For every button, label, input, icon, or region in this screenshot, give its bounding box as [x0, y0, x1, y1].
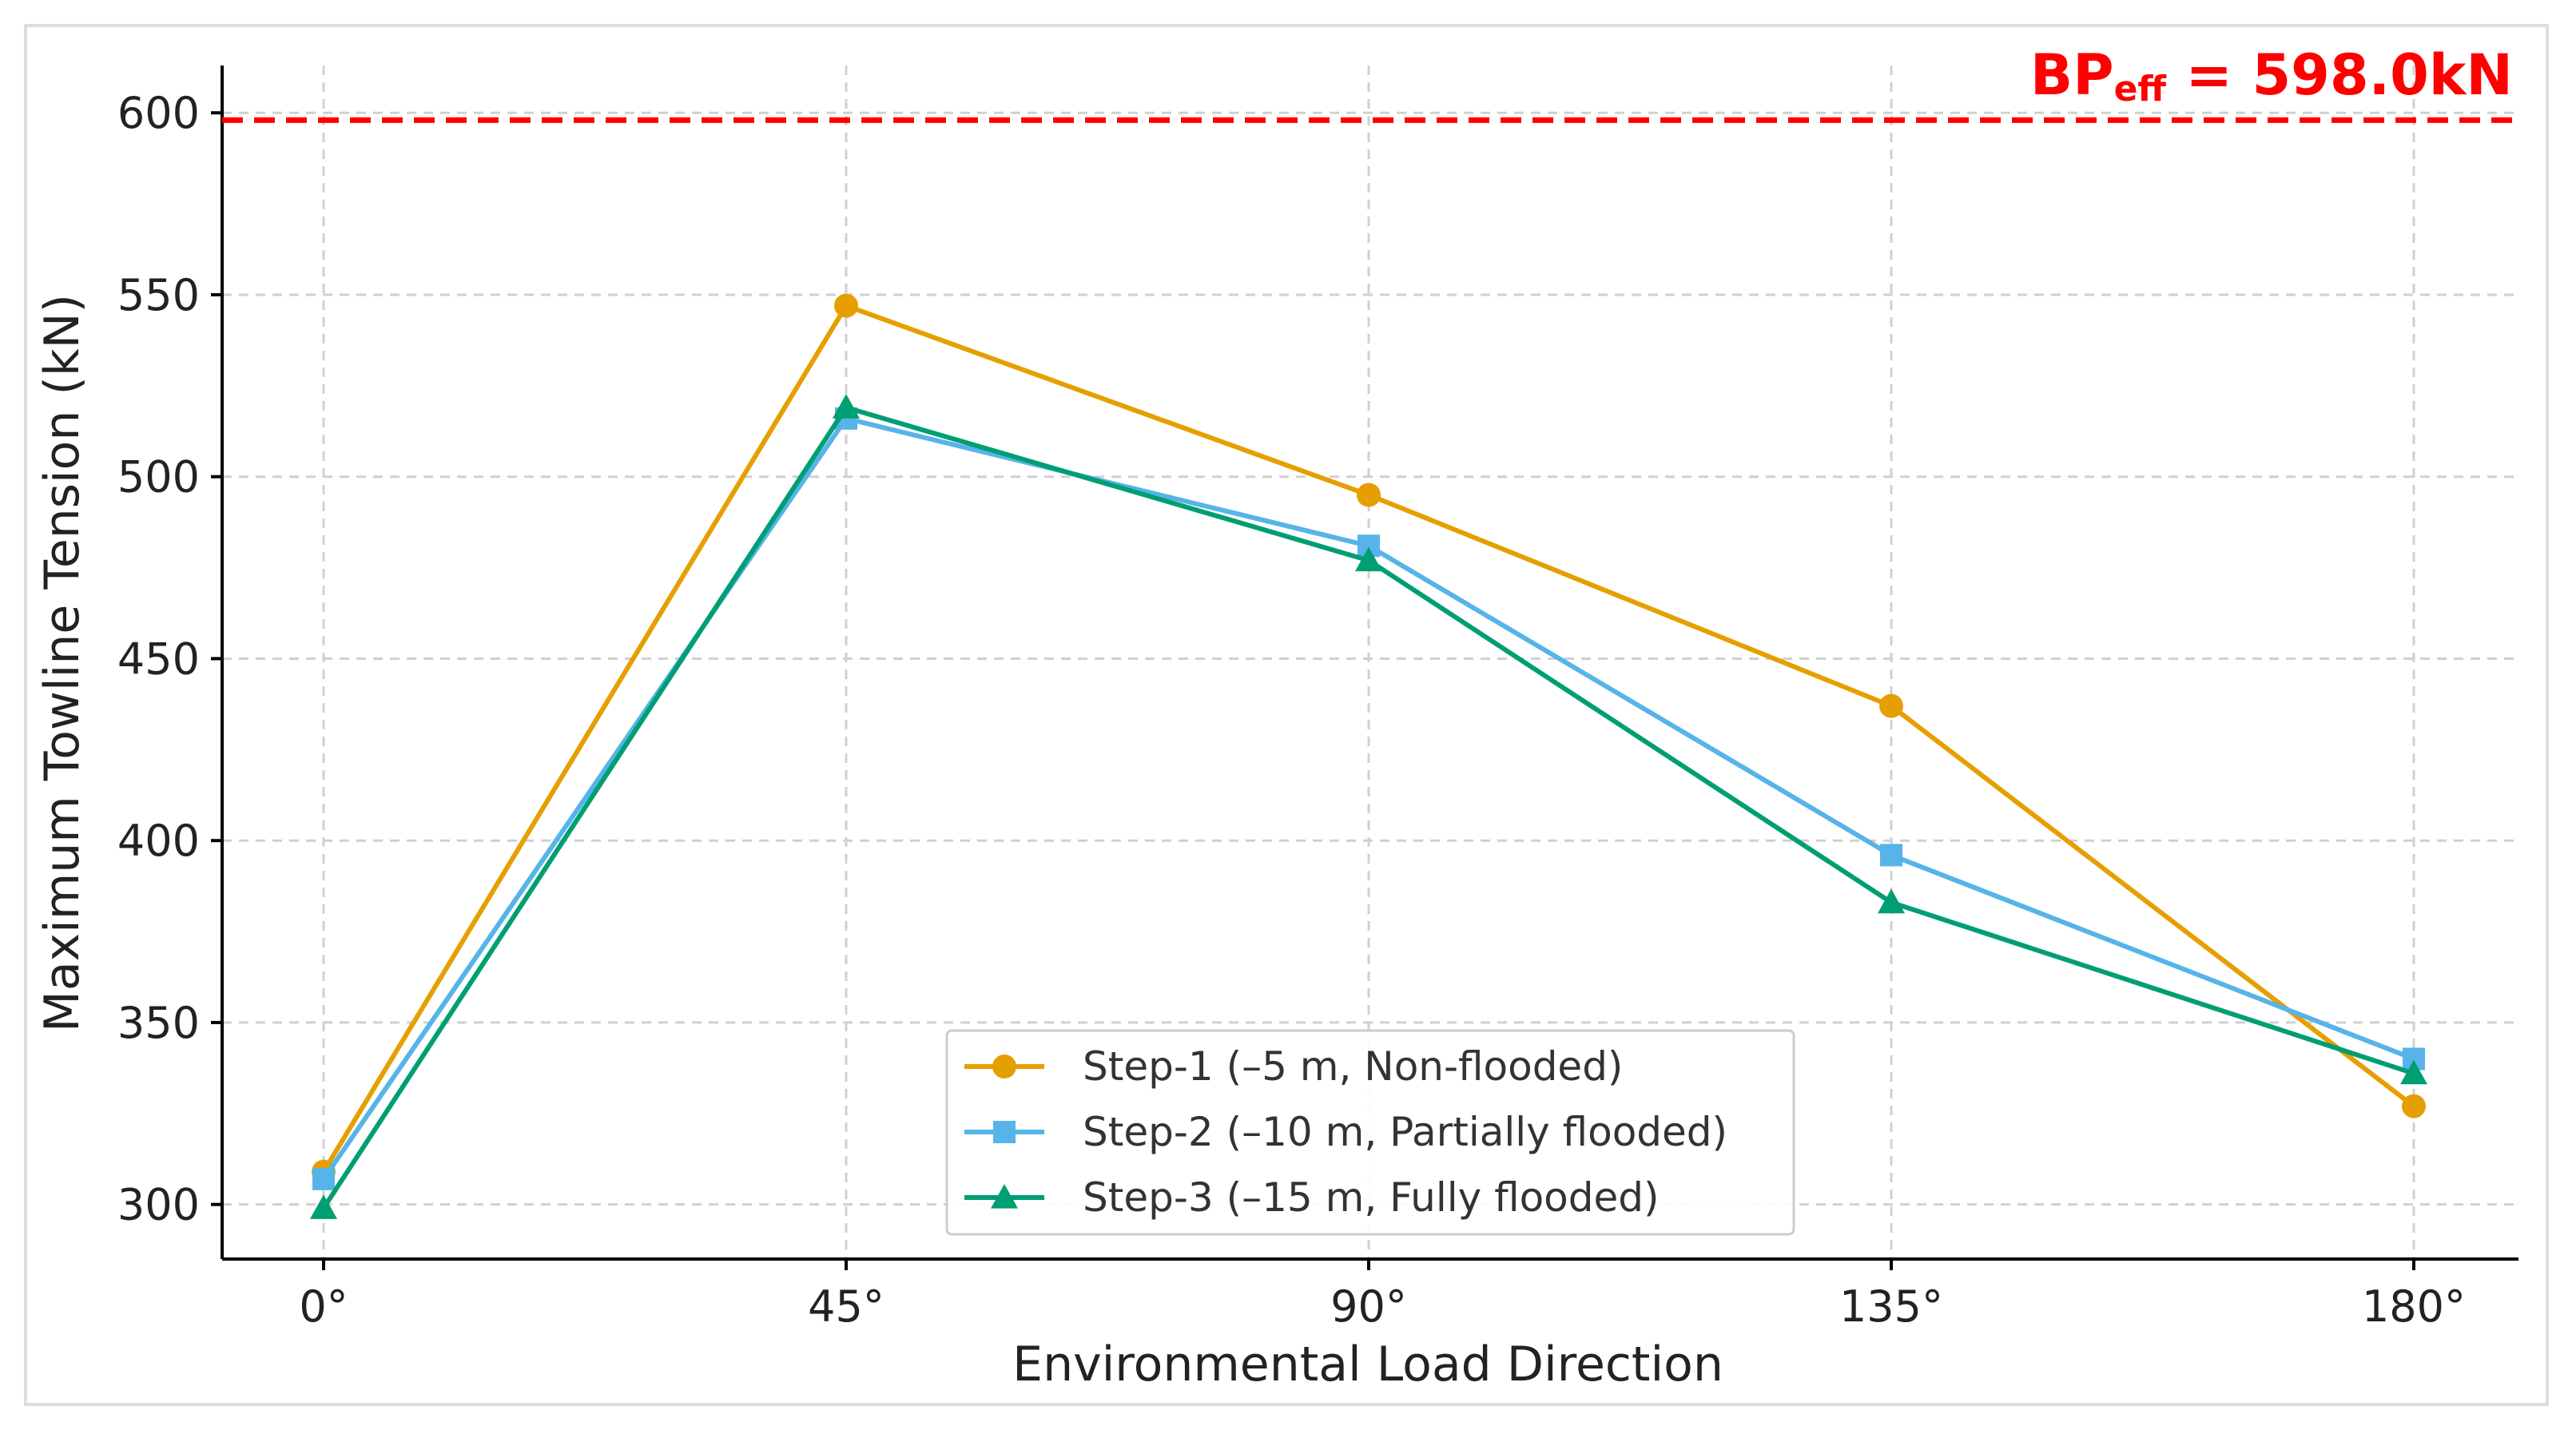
y-tick-label: 550	[117, 270, 200, 320]
reference-line-label: BPeff = 598.0kN	[2030, 42, 2513, 109]
legend-entry: Step-1 (–5 m, Non-flooded)	[964, 1043, 1623, 1090]
data-point	[310, 1194, 337, 1219]
y-tick-label: 450	[117, 634, 200, 684]
y-axis-label: Maximum Towline Tension (kN)	[34, 294, 90, 1032]
data-point	[1878, 888, 1905, 914]
series-3	[310, 394, 2427, 1219]
data-point	[1880, 844, 1902, 867]
y-tick-label: 400	[117, 816, 200, 866]
legend-label: Step-2 (–10 m, Partially flooded)	[1083, 1109, 1727, 1155]
x-tick-label: 135°	[1839, 1281, 1943, 1332]
legend-marker	[993, 1121, 1016, 1143]
x-tick-label: 90°	[1330, 1281, 1407, 1332]
data-point	[1879, 693, 1903, 718]
x-tick-label: 45°	[808, 1281, 885, 1332]
y-tick-label: 500	[117, 452, 200, 502]
series-group	[310, 293, 2427, 1219]
data-point	[312, 1167, 335, 1190]
y-tick-label: 600	[117, 88, 200, 138]
legend-marker	[992, 1055, 1016, 1078]
data-point	[2402, 1094, 2426, 1118]
data-point	[834, 293, 858, 318]
y-tick-label: 350	[117, 998, 200, 1048]
axes: 300 350 400 450 500 550 600 0° 45° 90° 135° 180°	[117, 66, 2518, 1332]
data-point	[1355, 546, 1382, 572]
data-point	[2400, 1059, 2427, 1085]
grid	[222, 66, 2518, 1259]
legend-label: Step-3 (–15 m, Fully flooded)	[1083, 1174, 1660, 1221]
x-axis-label: Environmental Load Direction	[1012, 1337, 1723, 1392]
legend-entry: Step-2 (–10 m, Partially flooded)	[964, 1109, 1727, 1155]
x-tick-label: 0°	[299, 1281, 348, 1332]
data-point	[1357, 483, 1381, 507]
legend-marker	[991, 1184, 1018, 1209]
reference-line-group: BPeff = 598.0kN	[222, 42, 2518, 123]
legend-entry: Step-3 (–15 m, Fully flooded)	[964, 1174, 1660, 1221]
legend: Step-1 (–5 m, Non-flooded) Step-2 (–10 m,…	[945, 1029, 1795, 1236]
data-point	[833, 394, 860, 419]
legend-label: Step-1 (–5 m, Non-flooded)	[1083, 1043, 1623, 1090]
x-tick-label: 180°	[2362, 1281, 2466, 1332]
legend-box	[945, 1029, 1795, 1236]
y-tick-label: 300	[117, 1180, 200, 1230]
